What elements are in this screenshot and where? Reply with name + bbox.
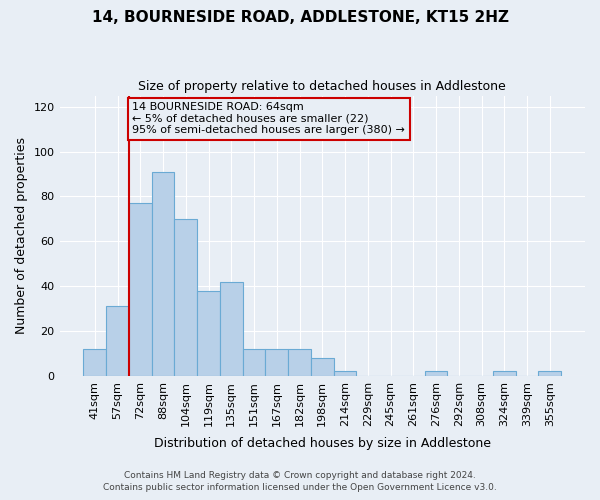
Bar	[152, 172, 175, 376]
Bar	[288, 349, 311, 376]
Bar	[265, 349, 288, 376]
Bar	[425, 372, 448, 376]
Text: 14, BOURNESIDE ROAD, ADDLESTONE, KT15 2HZ: 14, BOURNESIDE ROAD, ADDLESTONE, KT15 2H…	[91, 10, 509, 25]
Bar	[175, 219, 197, 376]
Bar	[83, 349, 106, 376]
Title: Size of property relative to detached houses in Addlestone: Size of property relative to detached ho…	[139, 80, 506, 93]
Bar	[311, 358, 334, 376]
Bar	[197, 290, 220, 376]
X-axis label: Distribution of detached houses by size in Addlestone: Distribution of detached houses by size …	[154, 437, 491, 450]
Bar	[129, 203, 152, 376]
Bar	[538, 372, 561, 376]
Bar	[242, 349, 265, 376]
Y-axis label: Number of detached properties: Number of detached properties	[15, 137, 28, 334]
Text: 14 BOURNESIDE ROAD: 64sqm
← 5% of detached houses are smaller (22)
95% of semi-d: 14 BOURNESIDE ROAD: 64sqm ← 5% of detach…	[133, 102, 405, 136]
Bar	[493, 372, 515, 376]
Text: Contains HM Land Registry data © Crown copyright and database right 2024.
Contai: Contains HM Land Registry data © Crown c…	[103, 471, 497, 492]
Bar	[220, 282, 242, 376]
Bar	[106, 306, 129, 376]
Bar	[334, 372, 356, 376]
